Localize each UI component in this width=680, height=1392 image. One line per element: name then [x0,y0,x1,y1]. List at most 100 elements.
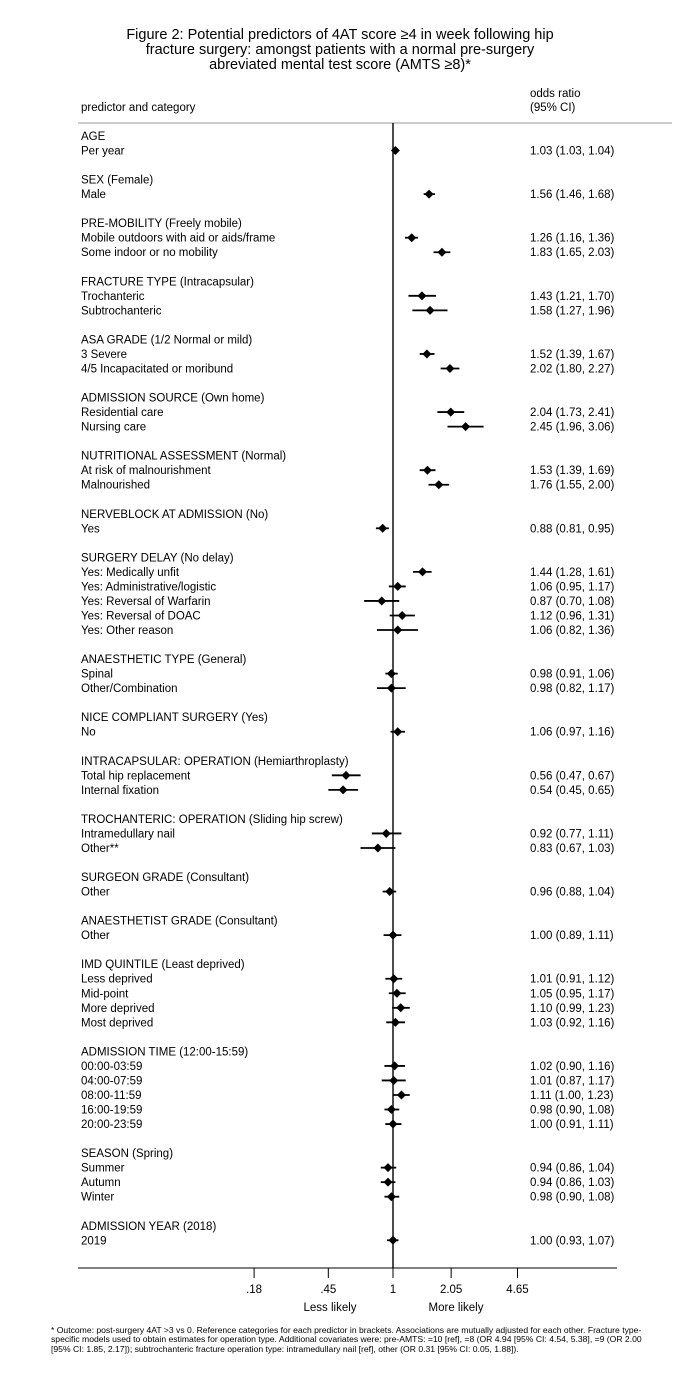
point-estimate-marker [461,422,471,432]
point-estimate-marker [389,1075,399,1085]
odds-ratio-text: 1.26 (1.16, 1.36) [530,233,615,245]
odds-ratio-text: 1.83 (1.65, 2.03) [530,247,615,259]
point-estimate-marker [386,669,396,679]
odds-ratio-text: 0.96 (0.88, 1.04) [530,887,615,899]
odds-ratio-text: 1.03 (1.03, 1.04) [530,146,615,158]
row-label: Less deprived [81,974,153,986]
title-line: Figure 2: Potential predictors of 4AT sc… [126,27,554,43]
group-heading: ANAESTHETIST GRADE (Consultant) [81,916,278,928]
point-estimate-marker [418,567,428,577]
row-label: More deprived [81,1003,155,1015]
row-label: Yes: Administrative/logistic [81,581,216,593]
row-label: Residential care [81,407,163,419]
row-label: Yes [81,523,100,535]
point-estimate-marker [437,247,447,257]
odds-ratio-text: 1.00 (0.93, 1.07) [530,1235,615,1247]
x-tick-label: .18 [246,1284,262,1296]
odds-ratio-text: 1.11 (1.00, 1.23) [530,1090,614,1102]
odds-ratio-text: 0.87 (0.70, 1.08) [530,596,615,608]
row-label: Most deprived [81,1017,153,1029]
point-estimate-marker [388,1119,398,1129]
row-label: Mid-point [81,988,129,1000]
title-line: fracture surgery: amongst patients with … [145,42,535,58]
header-right-line1: odds ratio [530,88,581,100]
point-estimate-marker [377,596,387,606]
odds-ratio-text: 0.98 (0.91, 1.06) [530,669,615,681]
point-estimate-marker [393,625,403,635]
row-label: 08:00-11:59 [81,1090,142,1102]
odds-ratio-text: 1.05 (0.95, 1.17) [530,988,615,1000]
group-heading: SURGERY DELAY (No delay) [81,552,234,564]
row-label: Spinal [81,669,113,681]
point-estimate-marker [392,988,402,998]
row-label: Autumn [81,1177,121,1189]
point-estimate-marker [386,683,396,693]
odds-ratio-text: 1.52 (1.39, 1.67) [530,349,615,361]
odds-ratio-text: 1.06 (0.97, 1.16) [530,727,615,739]
group-heading: ADMISSION TIME (12:00-15:59) [81,1046,248,1058]
point-estimate-marker [338,785,348,795]
row-label: Yes: Reversal of DOAC [81,610,201,622]
row-label: Trochanteric [81,291,145,303]
x-tick-label: 4.65 [506,1284,528,1296]
odds-ratio-text: 1.56 (1.46, 1.68) [530,189,615,201]
group-heading: PRE-MOBILITY (Freely mobile) [81,218,242,230]
row-label: 4/5 Incapacitated or moribund [81,363,233,375]
group-heading: SEASON (Spring) [81,1148,173,1160]
row-label: 20:00-23:59 [81,1119,142,1131]
point-estimate-marker [383,1163,393,1173]
row-label: Male [81,189,106,201]
group-heading: NUTRITIONAL ASSESSMENT (Normal) [81,451,286,463]
group-heading: SURGEON GRADE (Consultant) [81,872,249,884]
row-label: 16:00-19:59 [81,1105,142,1117]
odds-ratio-text: 1.06 (0.95, 1.17) [530,581,615,593]
odds-ratio-text: 1.44 (1.28, 1.61) [530,567,615,579]
odds-ratio-text: 0.98 (0.82, 1.17) [530,683,615,695]
row-label: At risk of malnourishment [81,465,212,477]
point-estimate-marker [388,1235,398,1245]
point-estimate-marker [388,930,398,940]
point-estimate-marker [417,291,427,301]
point-estimate-marker [446,407,456,417]
odds-ratio-text: 1.12 (0.96, 1.31) [530,610,615,622]
group-heading: TROCHANTERIC: OPERATION (Sliding hip scr… [81,814,343,826]
point-estimate-marker [422,349,432,359]
odds-ratio-text: 0.94 (0.86, 1.04) [530,1163,615,1175]
group-heading: AGE [81,131,106,143]
group-heading: IMD QUINTILE (Least deprived) [81,959,245,971]
odds-ratio-text: 1.01 (0.91, 1.12) [530,974,615,986]
row-label: Other [81,887,110,899]
odds-ratio-text: 1.02 (0.90, 1.16) [530,1061,615,1073]
row-label: No [81,727,96,739]
point-estimate-marker [378,523,388,533]
point-estimate-marker [445,363,455,373]
point-estimate-marker [390,146,400,156]
group-heading: ADMISSION SOURCE (Own home) [81,393,265,405]
group-heading: INTRACAPSULAR: OPERATION (Hemiarthroplas… [81,756,349,768]
row-label: Malnourished [81,480,150,492]
odds-ratio-text: 1.10 (0.99, 1.23) [530,1003,615,1015]
point-estimate-marker [393,581,403,591]
row-label: Subtrochanteric [81,305,162,317]
row-label: Yes: Reversal of Warfarin [81,596,211,608]
row-label: Summer [81,1163,125,1175]
point-estimate-marker [396,1090,406,1100]
point-estimate-marker [424,189,434,199]
odds-ratio-text: 0.83 (0.67, 1.03) [530,843,615,855]
odds-ratio-text: 1.06 (0.82, 1.36) [530,625,615,637]
x-tick-label: 1 [390,1284,396,1296]
point-estimate-marker [396,1003,406,1013]
point-estimate-marker [397,610,407,620]
point-estimate-marker [390,1061,400,1071]
group-heading: NERVEBLOCK AT ADMISSION (No) [81,509,268,521]
group-heading: NICE COMPLIANT SURGERY (Yes) [81,712,268,724]
row-label: Yes: Other reason [81,625,173,637]
point-estimate-marker [434,480,444,490]
point-estimate-marker [393,727,403,737]
odds-ratio-text: 1.58 (1.27, 1.96) [530,305,615,317]
odds-ratio-text: 1.43 (1.21, 1.70) [530,291,615,303]
point-estimate-marker [422,465,432,475]
row-label: Some indoor or no mobility [81,247,218,259]
odds-ratio-text: 1.00 (0.89, 1.11) [530,930,614,942]
